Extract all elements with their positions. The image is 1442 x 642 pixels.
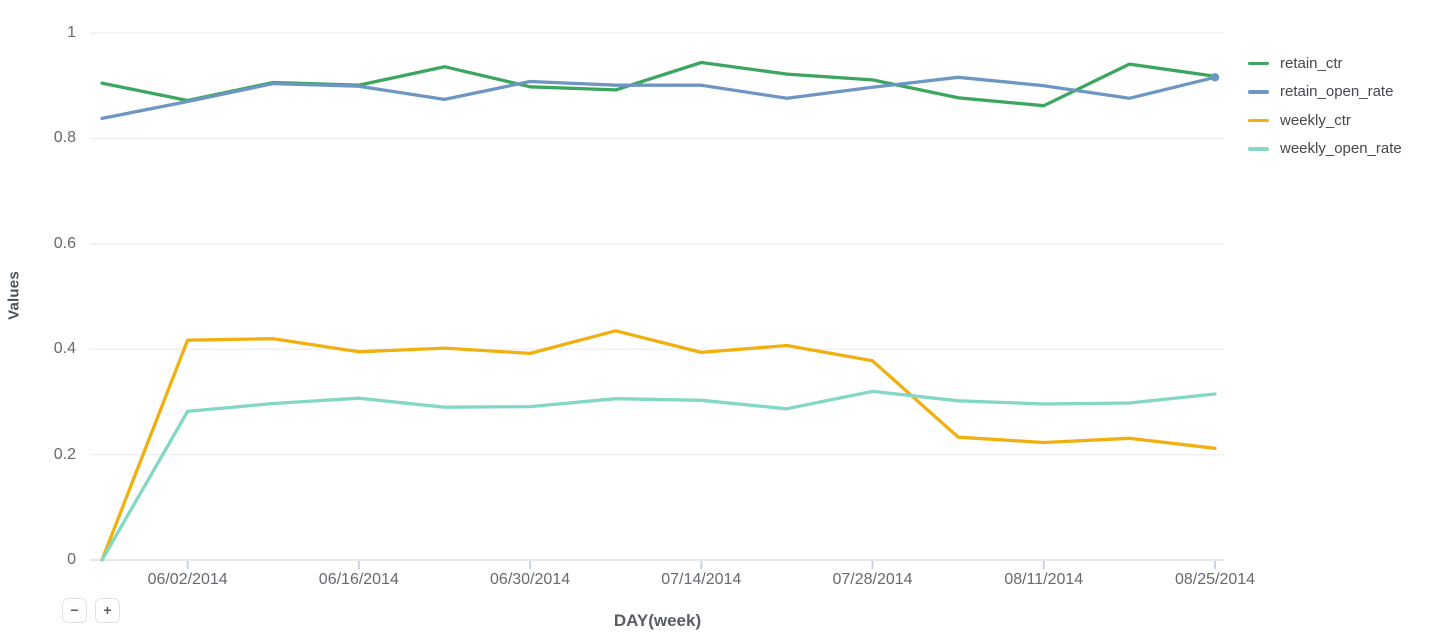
series-line-weekly_open_rate[interactable]	[100, 389, 1217, 562]
legend-label: retain_ctr	[1280, 54, 1343, 72]
legend-swatch-icon	[1248, 118, 1269, 122]
x-axis-title: DAY(week)	[613, 611, 702, 630]
legend-label: retain_open_rate	[1280, 83, 1394, 101]
x-tick-label: 06/16/2014	[318, 571, 399, 588]
legend-swatch-icon	[1248, 61, 1269, 65]
y-tick-label: 0.4	[53, 340, 76, 358]
x-tick-label: 06/02/2014	[147, 571, 228, 588]
y-tick-label: 0.6	[53, 234, 76, 252]
legend-item-retain_open_rate[interactable]: retain_open_rate	[1248, 78, 1402, 107]
zoom-in-button[interactable]: +	[95, 598, 120, 623]
x-tick-label: 08/11/2014	[1004, 571, 1084, 588]
zoom-out-button[interactable]: −	[62, 598, 87, 623]
x-tick-label: 08/25/2014	[1174, 571, 1256, 588]
legend-item-weekly_ctr[interactable]: weekly_ctr	[1248, 106, 1402, 135]
y-tick-label: 0	[67, 551, 76, 568]
series-endpoint-dot	[1210, 73, 1220, 82]
zoom-controls: − +	[62, 598, 120, 623]
legend-label: weekly_open_rate	[1280, 140, 1402, 158]
y-tick-label: 0.2	[53, 445, 76, 463]
series-line-weekly_ctr[interactable]	[100, 329, 1217, 562]
legend-item-weekly_open_rate[interactable]: weekly_open_rate	[1248, 135, 1402, 164]
y-tick-label: 0.8	[53, 129, 76, 147]
y-axis-title: Values	[5, 271, 23, 320]
x-tick-label: 07/14/2014	[661, 571, 742, 588]
x-tick-label: 06/30/2014	[490, 571, 571, 588]
legend-label: weekly_ctr	[1280, 111, 1351, 129]
y-tick-label: 1	[67, 24, 76, 41]
legend-item-retain_ctr[interactable]: retain_ctr	[1248, 49, 1402, 78]
series-line-retain_open_rate[interactable]	[100, 75, 1217, 121]
x-tick-label: 07/28/2014	[832, 571, 913, 588]
legend-swatch-icon	[1248, 147, 1269, 151]
legend-swatch-icon	[1248, 90, 1269, 94]
